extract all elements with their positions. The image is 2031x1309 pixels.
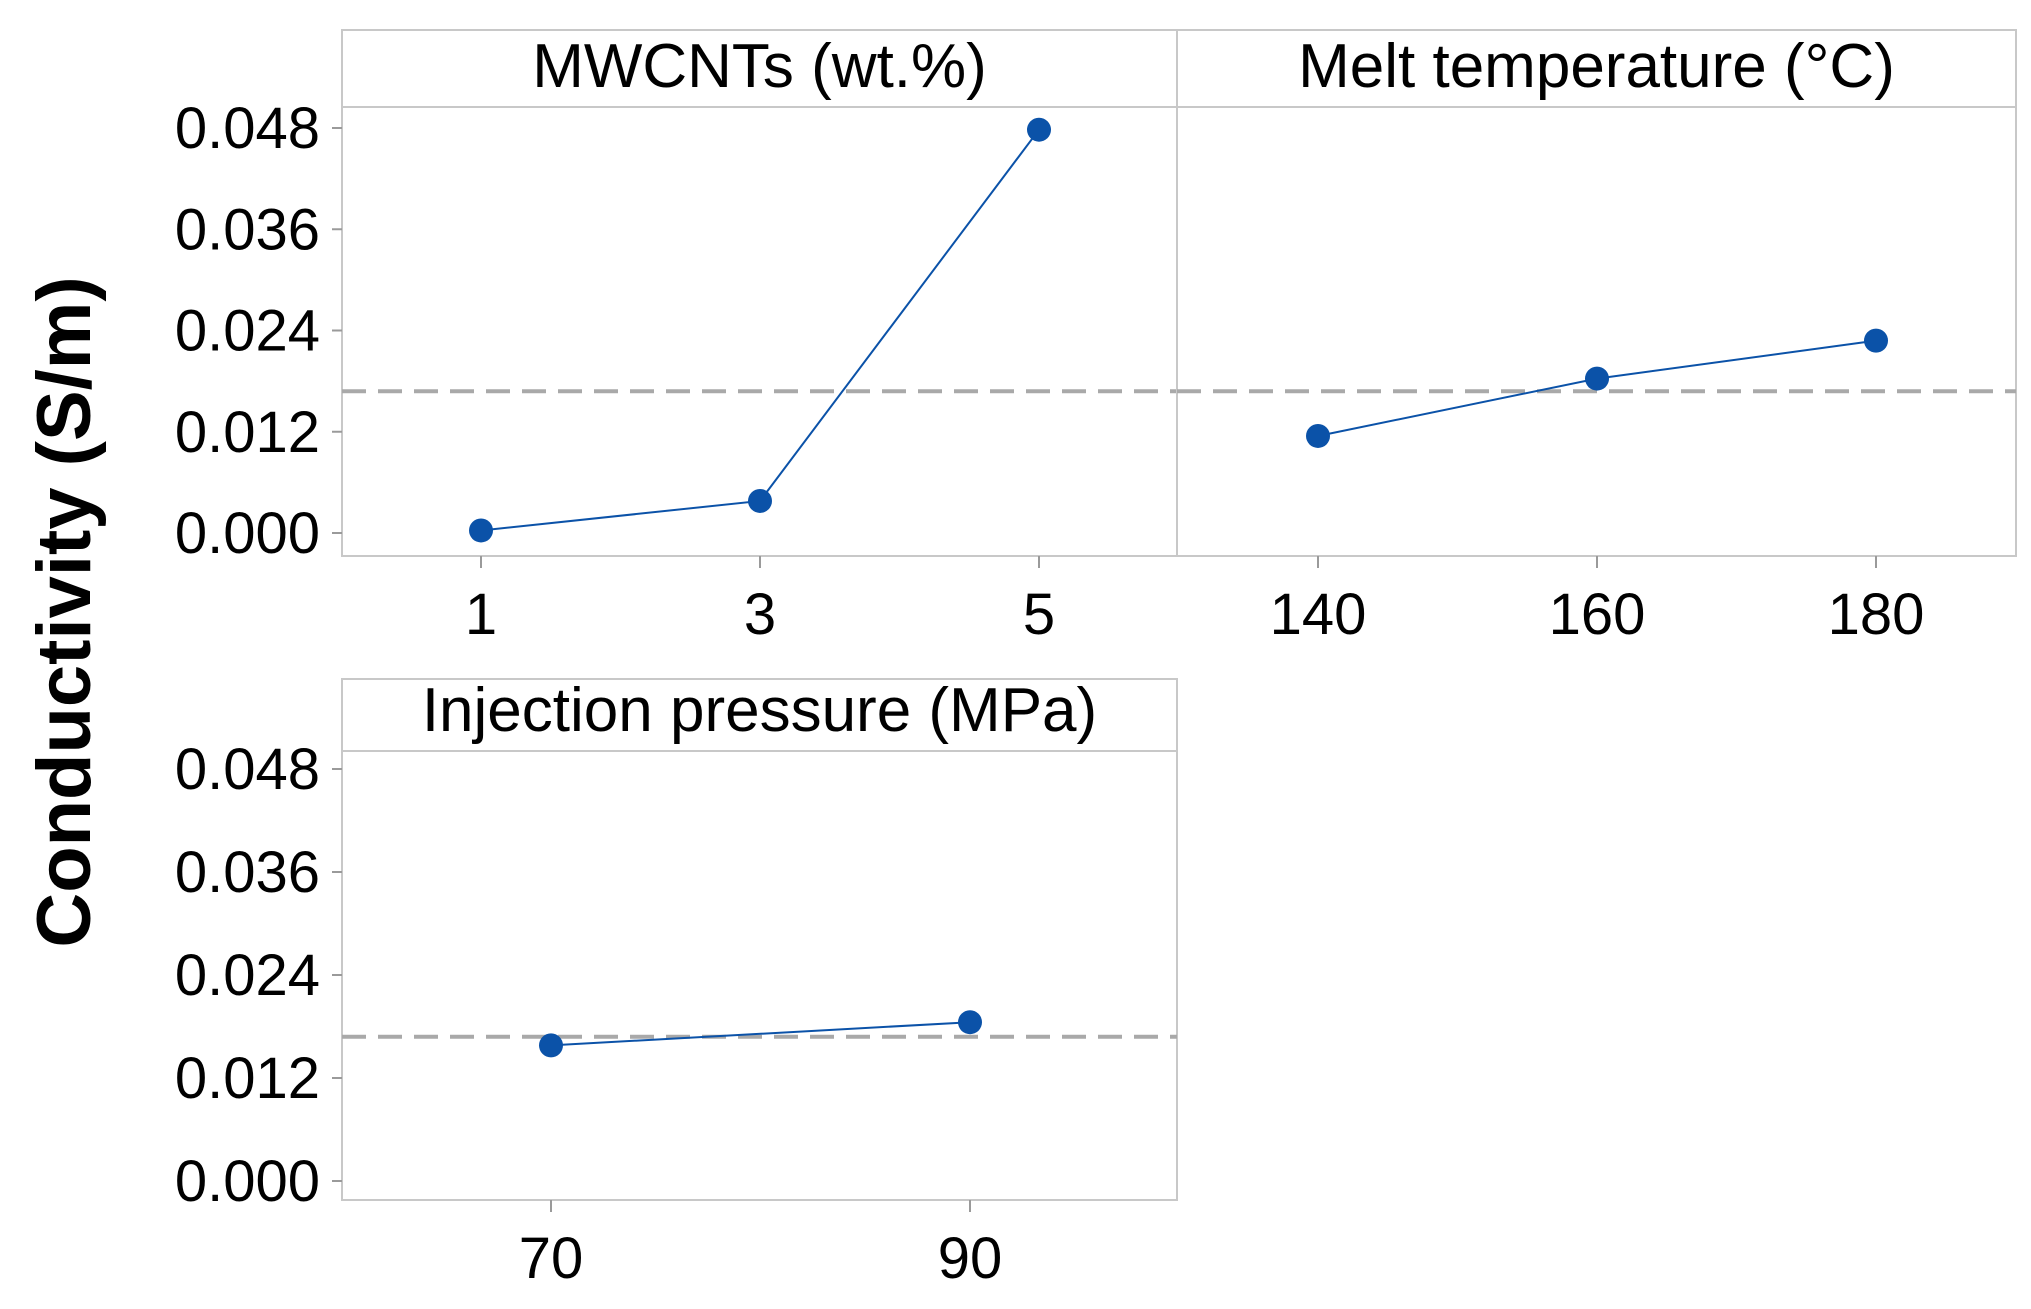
series-line: [550, 1021, 971, 1047]
x-tick-label: 3: [744, 582, 776, 647]
x-tick-label: 140: [1270, 582, 1367, 647]
panel-frame: [1176, 29, 2017, 557]
y-tick-label: 0.012: [175, 400, 320, 465]
panel-frame: [341, 678, 1178, 1201]
y-tick-label: 0.048: [175, 737, 320, 802]
data-point: [469, 518, 493, 543]
panel-frame: [341, 29, 1178, 557]
y-tick-label: 0.048: [175, 96, 320, 161]
series-line: [480, 129, 1040, 532]
panel-3: Injection pressure (MPa) 0.000 0.012 0.024 0…: [175, 676, 1178, 1291]
y-tick-label: 0.024: [175, 943, 320, 1008]
data-point: [1585, 366, 1609, 391]
panel-2: Melt temperature (°C) 140 160 180: [1176, 29, 2017, 647]
data-point: [1306, 423, 1330, 448]
y-tick-label: 0.036: [175, 197, 320, 262]
x-tick-label: 5: [1023, 582, 1055, 647]
y-tick-label: 0.024: [175, 299, 320, 364]
x-tick-label: 70: [519, 1226, 584, 1291]
x-tick-label: 180: [1828, 582, 1925, 647]
data-point: [1864, 328, 1888, 353]
x-tick-label: 160: [1549, 582, 1646, 647]
data-point: [539, 1033, 563, 1058]
data-point: [1027, 117, 1051, 142]
x-tick-label: 1: [465, 582, 497, 647]
x-tick-label: 90: [938, 1226, 1003, 1291]
data-point: [748, 488, 772, 513]
data-point: [958, 1010, 982, 1035]
panels-group: MWCNTs (wt.%) 0.000 0.012 0.024 0.036 0.048 1 3…: [175, 29, 2017, 1291]
y-tick-label: 0.036: [175, 840, 320, 905]
y-axis-title: Conductivity (S/m): [22, 276, 107, 947]
y-tick-label: 0.000: [175, 501, 320, 566]
panel-title: MWCNTs (wt.%): [532, 32, 987, 101]
y-tick-label: 0.012: [175, 1046, 320, 1111]
panel-1: MWCNTs (wt.%) 0.000 0.012 0.024 0.036 0.048 1 3…: [175, 29, 1178, 647]
y-tick-label: 0.000: [175, 1149, 320, 1214]
panel-title: Injection pressure (MPa): [422, 676, 1097, 745]
panel-title: Melt temperature (°C): [1298, 32, 1895, 101]
